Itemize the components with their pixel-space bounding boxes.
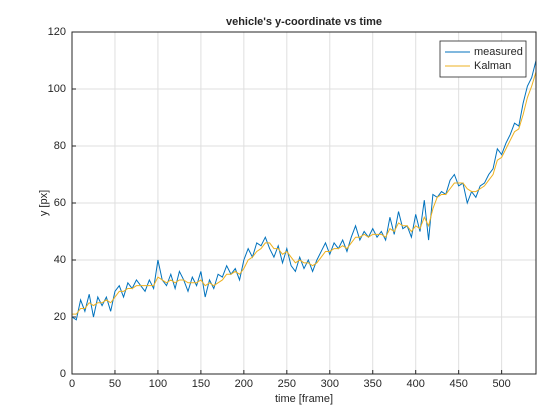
y-tick-label: 40	[54, 254, 66, 266]
plot-frame	[71, 31, 537, 375]
chart-title: vehicle's y-coordinate vs time	[226, 16, 382, 28]
x-tick-label: 450	[449, 378, 467, 390]
x-axis-label: time [frame]	[275, 393, 333, 405]
x-tick-label: 350	[364, 378, 382, 390]
legend-box	[439, 40, 527, 78]
x-tick-label: 50	[109, 378, 121, 390]
y-axis-label: y [px]	[38, 190, 50, 216]
y-tick-label: 20	[54, 311, 66, 323]
x-tick-label: 300	[321, 378, 339, 390]
y-tick-label: 100	[48, 83, 66, 95]
legend-label: measured	[474, 46, 523, 58]
legend-label: Kalman	[474, 60, 511, 72]
data-line	[72, 71, 537, 315]
x-tick-label: 200	[235, 378, 253, 390]
y-tick-label: 120	[48, 26, 66, 38]
x-tick-label: 250	[278, 378, 296, 390]
y-tick-label: 0	[60, 368, 66, 380]
x-tick-label: 0	[69, 378, 75, 390]
x-tick-label: 500	[492, 378, 510, 390]
x-tick-label: 150	[192, 378, 210, 390]
x-tick-label: 400	[407, 378, 425, 390]
y-tick-label: 80	[54, 140, 66, 152]
y-tick-label: 60	[54, 197, 66, 209]
data-line	[71, 60, 537, 321]
x-tick-label: 100	[149, 378, 167, 390]
